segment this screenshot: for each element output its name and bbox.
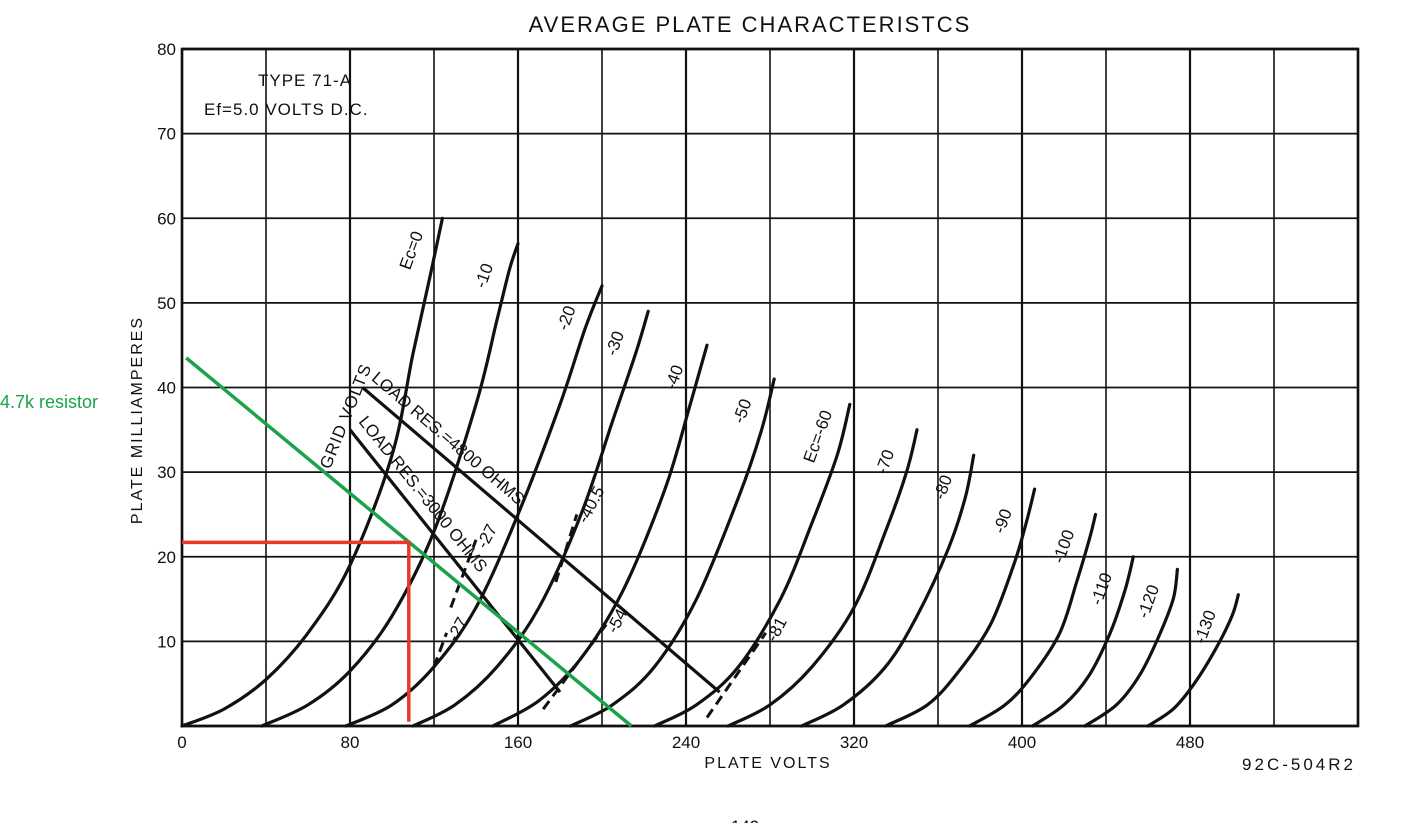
plate-curve	[799, 453, 976, 728]
curve-label: -130	[1190, 608, 1219, 646]
y-axis-label: PLATE MILLIAMPERES	[129, 316, 146, 524]
plate-curve	[883, 487, 1037, 728]
dashed-segment-label: -81	[763, 614, 791, 645]
plate-curve	[411, 309, 650, 728]
axis-ticks: 0 80 160 240 320 400 480 10 20 30 40 50 60 70 80	[157, 40, 1204, 752]
plate-curve	[568, 377, 776, 728]
y-tick-label: 50	[157, 294, 176, 313]
dashed-segment-label: -54	[603, 606, 631, 637]
x-tick-label: 80	[341, 733, 360, 752]
dashed-segment-label: -27	[443, 614, 471, 645]
x-tick-label: 400	[1008, 733, 1036, 752]
x-tick-label: 480	[1176, 733, 1204, 752]
dashed-segment	[705, 632, 768, 719]
y-tick-label: 80	[157, 40, 176, 59]
curve-label: -110	[1087, 570, 1116, 607]
curve-label: -80	[930, 473, 956, 503]
tube-type-label: TYPE 71-A	[258, 71, 352, 90]
x-axis-label: PLATE VOLTS	[704, 755, 831, 772]
figure-code: 92C-504R2	[1242, 755, 1356, 774]
curve-label: -90	[990, 506, 1016, 536]
dashed-segment	[449, 539, 478, 609]
curve-label: -30	[602, 329, 628, 359]
annotation-line	[182, 540, 411, 722]
y-tick-label: 10	[157, 632, 176, 651]
grid	[180, 47, 1360, 728]
load-line-label: LOAD RES.=4800 OHMS	[368, 368, 528, 509]
dashed-segment	[432, 632, 449, 668]
load-line	[348, 428, 562, 694]
plate-curve	[491, 343, 709, 728]
x-tick-label: 240	[672, 733, 700, 752]
curve-label: Ec=-60	[800, 408, 836, 466]
annotations: 4.7k resistor	[0, 356, 633, 728]
plate-curve	[1083, 567, 1179, 728]
y-tick-label: 70	[157, 125, 176, 144]
plate-curve	[180, 216, 444, 728]
load-line	[361, 386, 721, 694]
curve-label: -120	[1134, 582, 1163, 620]
plate-curve	[967, 512, 1098, 728]
annotation-label: 4.7k resistor	[0, 392, 98, 412]
page-number-fragment: 149	[731, 817, 759, 823]
y-tick-label: 60	[157, 209, 176, 228]
x-tick-label: 160	[504, 733, 532, 752]
plate-curve	[726, 428, 919, 728]
plot-frame	[180, 47, 1360, 728]
curve-label: -20	[553, 303, 579, 333]
curve-label: Ec=0	[396, 229, 427, 272]
curve-label: -100	[1049, 527, 1078, 565]
y-tick-label: 40	[157, 379, 176, 398]
curve-label: -10	[471, 261, 497, 291]
plate-curve	[652, 402, 852, 728]
y-tick-label: 20	[157, 548, 176, 567]
plate-curve	[260, 242, 520, 728]
x-tick-label: 320	[840, 733, 868, 752]
x-tick-label: 0	[177, 733, 186, 752]
dashed-segment-label: -40.5	[574, 483, 609, 526]
plate-curve	[1030, 555, 1135, 728]
filament-voltage-label: Ef=5.0 VOLTS D.C.	[204, 100, 369, 119]
dashed-segment	[541, 623, 608, 710]
y-tick-label: 30	[157, 463, 176, 482]
chart-title: AVERAGE PLATE CHARACTERISTCS	[529, 12, 972, 37]
curve-label: -50	[729, 396, 755, 426]
plate-curve	[344, 284, 604, 728]
dashed-segment	[554, 513, 579, 583]
plate-curve	[1146, 593, 1240, 728]
